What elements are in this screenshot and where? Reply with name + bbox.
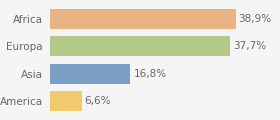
Text: 38,9%: 38,9%	[239, 14, 272, 24]
Text: 16,8%: 16,8%	[133, 69, 166, 79]
Bar	[50, 91, 82, 111]
Bar	[50, 36, 230, 56]
Bar	[50, 64, 130, 84]
Bar	[50, 9, 236, 29]
Text: 6,6%: 6,6%	[85, 96, 111, 106]
Text: 37,7%: 37,7%	[233, 41, 266, 51]
